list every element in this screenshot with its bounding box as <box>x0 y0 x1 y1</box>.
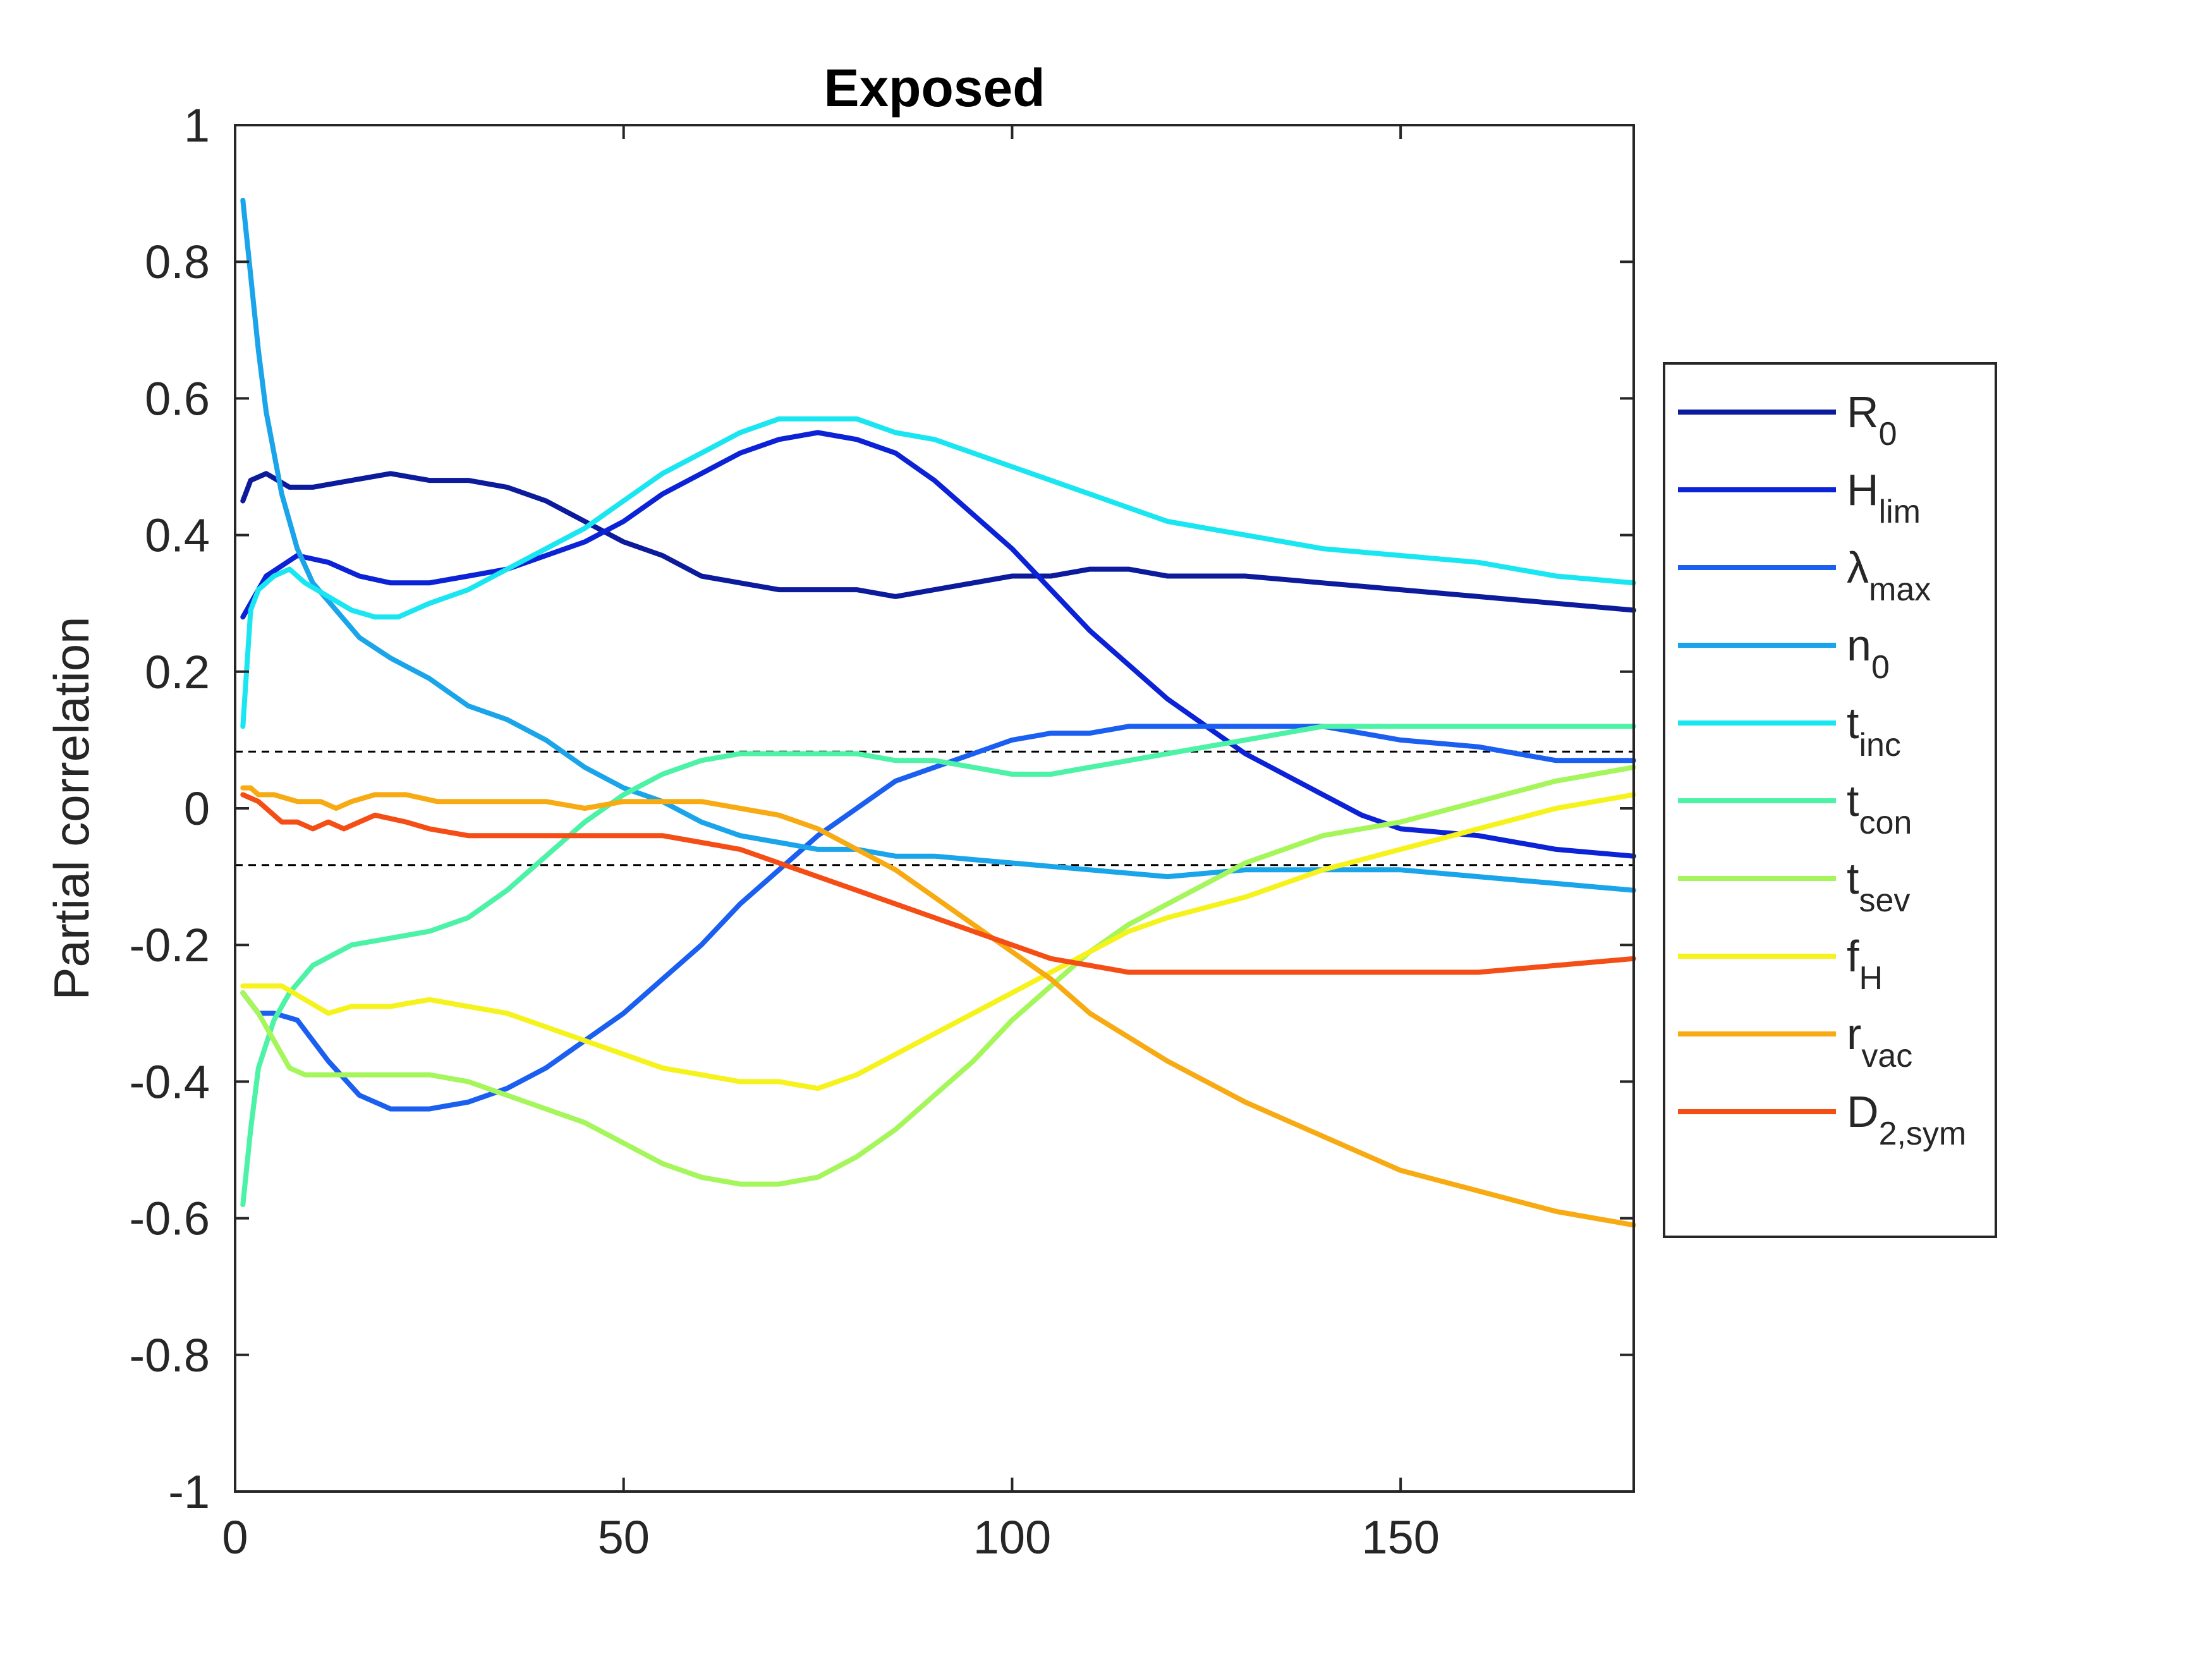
legend-label: n0 <box>1847 621 1890 686</box>
series-line-2 <box>240 724 1636 1112</box>
series-line-1 <box>240 430 1636 859</box>
legend-label: tsev <box>1847 854 1910 919</box>
legend-label: tinc <box>1847 698 1901 763</box>
legend-label: Hlim <box>1847 465 1921 530</box>
y-tick-label: 0.6 <box>145 372 210 425</box>
legend-label: rvac <box>1847 1009 1912 1074</box>
y-tick-label: -0.6 <box>129 1193 210 1245</box>
legend-entry-7: fH <box>1678 932 1883 997</box>
x-tick-label: 50 <box>598 1511 650 1564</box>
legend-entry-5: tcon <box>1678 776 1912 841</box>
y-tick-label: -0.4 <box>129 1055 210 1108</box>
y-tick-label: 1 <box>184 99 210 152</box>
y-tick-label: -1 <box>168 1466 210 1518</box>
series-line-8 <box>240 785 1636 1228</box>
y-tick-label: 0.8 <box>145 236 210 288</box>
y-axis-label: Partial correlation <box>44 617 99 1000</box>
series-line-7 <box>240 792 1636 1091</box>
y-tick-label: 0.4 <box>145 509 210 562</box>
legend-entry-6: tsev <box>1678 854 1910 919</box>
x-tick-label: 150 <box>1361 1511 1439 1564</box>
legend-entry-0: R0 <box>1678 387 1897 453</box>
series-line-6 <box>240 765 1636 1187</box>
legend-entry-4: tinc <box>1678 698 1901 763</box>
legend-label: D2,sym <box>1847 1087 1966 1152</box>
legend: R0 Hlim λmax n0 tinc tcon tsev fH rvac D2,sym <box>1663 362 1997 1238</box>
legend-entry-3: n0 <box>1678 621 1890 686</box>
series-line-0 <box>240 471 1636 613</box>
y-tick-label: -0.2 <box>129 919 210 971</box>
legend-label: λmax <box>1847 543 1931 608</box>
axis-ticks: 0 50 100 150 1 0.8 0.6 0.4 0.2 0 -0.2 -0.4 -0.6 -0.8 -… <box>129 99 1634 1564</box>
y-tick-label: 0.2 <box>145 646 210 698</box>
legend-entry-9: D2,sym <box>1678 1087 1966 1152</box>
legend-entry-1: Hlim <box>1678 465 1921 530</box>
series-line-4 <box>240 416 1636 729</box>
legend-label: tcon <box>1847 776 1912 841</box>
legend-label: fH <box>1847 932 1883 997</box>
legend-label: R0 <box>1847 387 1897 453</box>
y-tick-label: -0.8 <box>129 1329 210 1382</box>
x-tick-label: 100 <box>973 1511 1051 1564</box>
chart-title: Exposed <box>823 58 1045 118</box>
x-tick-label: 0 <box>222 1511 248 1564</box>
legend-entry-8: rvac <box>1678 1009 1912 1074</box>
series-lines <box>240 197 1636 1228</box>
threshold-lines <box>235 750 1634 866</box>
legend-entry-2: λmax <box>1678 543 1931 608</box>
series-line-9 <box>240 792 1636 975</box>
series-line-5 <box>240 724 1636 1207</box>
y-tick-label: 0 <box>184 782 210 835</box>
